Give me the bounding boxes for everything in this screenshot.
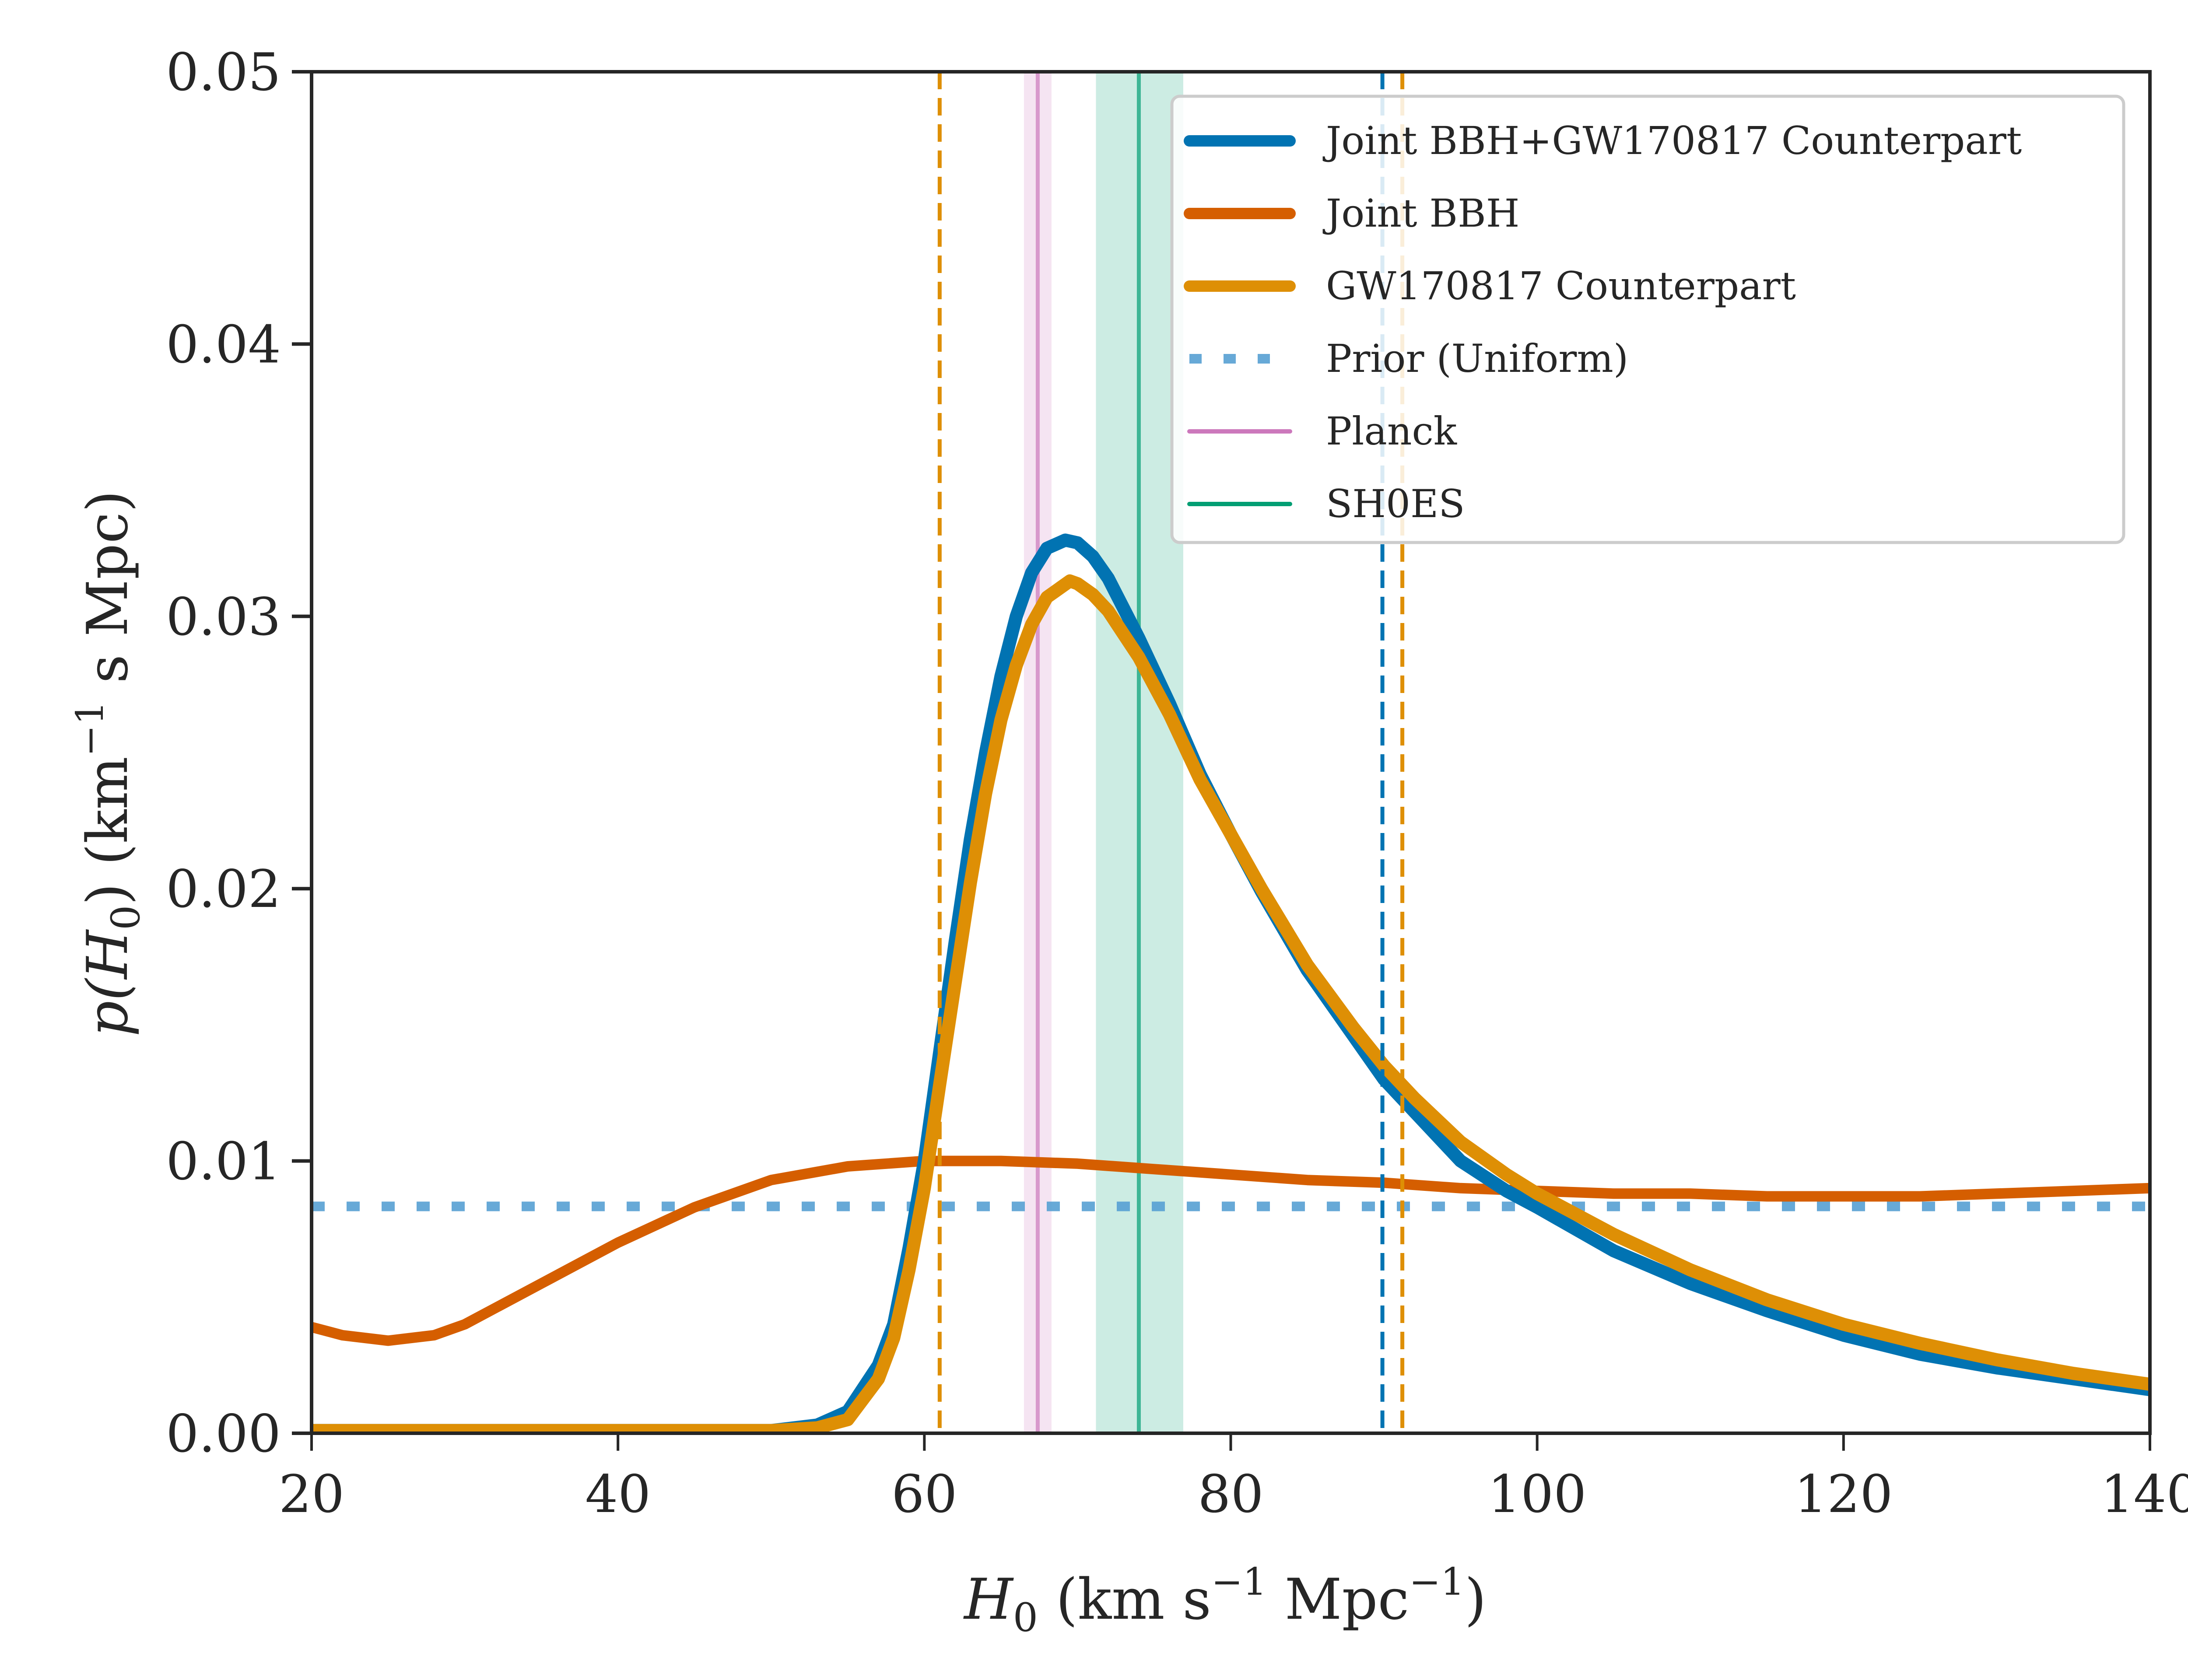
x-tick-label: 120: [1794, 1464, 1893, 1524]
legend-entry-joint-bbh-gw170817-counterpart: Joint BBH+GW170817 Counterpart: [1184, 118, 2022, 163]
x-label-subscript: 0: [1013, 1595, 1038, 1641]
y-label-post: s Mpc): [75, 490, 140, 701]
y-label-pre: p(H: [75, 929, 140, 1036]
legend-entry-gw170817-counterpart: GW170817 Counterpart: [1184, 263, 1796, 308]
y-tick-label: 0.01: [166, 1131, 281, 1192]
x-tick-label: 60: [891, 1464, 957, 1524]
x-label-symbol: H: [963, 1567, 1014, 1632]
legend-label: Joint BBH+GW170817 Counterpart: [1322, 118, 2022, 163]
y-label-mid: ) (km: [75, 756, 140, 905]
legend-entry-joint-bbh: Joint BBH: [1184, 191, 1520, 236]
x-label-unit-mid: Mpc: [1267, 1567, 1409, 1632]
x-label-unit-open: (km s: [1038, 1567, 1211, 1632]
x-label-exp2: −1: [1409, 1560, 1465, 1604]
series-joint-bbh: [312, 1155, 2150, 1346]
x-label-exp1: −1: [1211, 1560, 1267, 1604]
series-gw170817-counterpart: [312, 574, 2150, 1433]
x-axis-label: H0 (km s−1 Mpc−1): [963, 1560, 1487, 1641]
y-label-subscript: 0: [103, 905, 149, 930]
legend-label: Joint BBH: [1322, 191, 1520, 236]
y-tick-label: 0.04: [166, 314, 281, 374]
y-label-exp: −1: [68, 701, 112, 756]
y-tick-label: 0.02: [166, 859, 281, 919]
reference-bands: [1024, 72, 1183, 1433]
legend-entry-prior-uniform: Prior (Uniform): [1189, 336, 1628, 381]
legend: Joint BBH+GW170817 Counterpart Joint BBH G…: [1170, 94, 2125, 544]
x-tick-label: 80: [1198, 1464, 1263, 1524]
series-layer: [312, 533, 2150, 1433]
x-label-unit-close: ): [1465, 1567, 1487, 1632]
x-tick-label: 40: [585, 1464, 651, 1524]
legend-label: Prior (Uniform): [1326, 336, 1628, 381]
x-tick-label: 140: [2100, 1464, 2188, 1524]
x-tick-label: 20: [279, 1464, 344, 1524]
y-axis-label: p(H0) (km−1 s Mpc): [68, 490, 149, 1037]
legend-label: SH0ES: [1326, 481, 1465, 526]
legend-label: Planck: [1326, 409, 1457, 454]
legend-label: GW170817 Counterpart: [1326, 263, 1796, 308]
y-tick-label: 0.00: [166, 1404, 281, 1464]
legend-frame: [1170, 94, 2125, 544]
legend-entry-planck: Planck: [1187, 409, 1457, 454]
y-tick-label: 0.03: [166, 587, 281, 647]
x-axis-ticks: 20 40 60 80 100 120 140: [279, 1433, 2188, 1524]
y-tick-label: 0.05: [166, 42, 281, 102]
y-axis-ticks: 0.00 0.01 0.02 0.03 0.04 0.05: [166, 42, 312, 1464]
x-tick-label: 100: [1488, 1464, 1586, 1524]
legend-entry-sh0es: SH0ES: [1187, 481, 1465, 526]
